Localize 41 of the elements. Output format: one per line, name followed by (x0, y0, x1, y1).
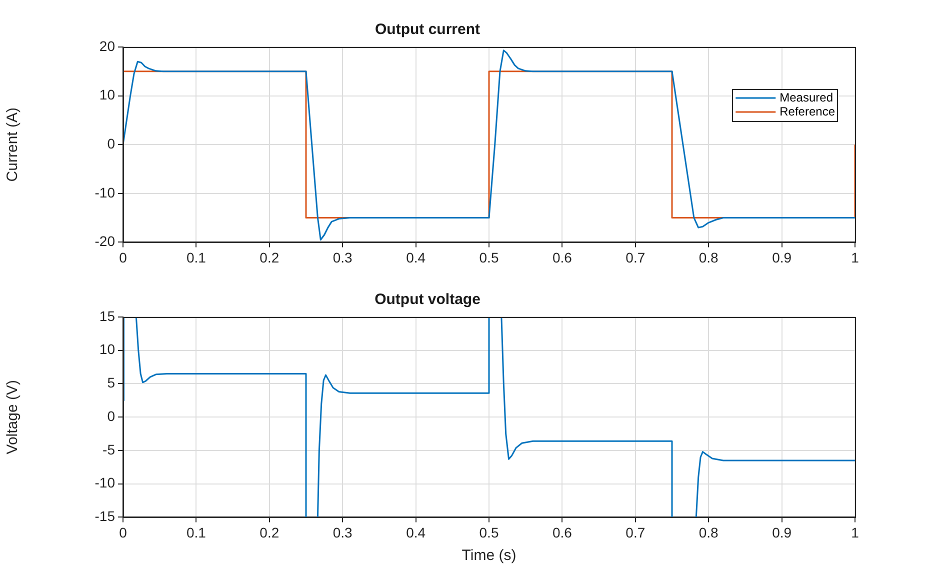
y-tick-label: -20 (94, 233, 116, 250)
x-tick-label: 1 (851, 249, 860, 266)
y-tick-label: -15 (94, 508, 116, 524)
x-tick-label: 0.8 (698, 524, 719, 540)
x-tick-label: 0.6 (552, 249, 572, 266)
x-tick-label: 0.2 (260, 524, 280, 540)
x-tick-label: 0 (119, 524, 128, 540)
x-tick-label: 0.7 (626, 249, 646, 266)
x-tick-label: 0.5 (479, 524, 499, 540)
y-tick-label: 5 (107, 374, 116, 391)
y-axis-title: Current (A) (4, 108, 22, 182)
chart-title: Output current (375, 21, 480, 38)
x-axis-title: Time (s) (462, 547, 516, 564)
y-tick-label: 0 (107, 408, 116, 424)
x-tick-label: 0.7 (626, 524, 646, 540)
x-tick-label: 0.3 (332, 249, 353, 266)
legend-label: Measured (780, 90, 834, 104)
x-tick-label: 0.6 (552, 524, 572, 540)
x-tick-label: 0.9 (772, 524, 792, 540)
y-tick-label: 0 (107, 135, 116, 152)
y-tick-label: -10 (94, 474, 116, 491)
y-tick-label: 10 (99, 341, 116, 358)
x-tick-label: 0.1 (186, 524, 206, 540)
x-tick-label: 0.2 (260, 249, 280, 266)
legend-label: Reference (780, 104, 836, 118)
y-tick-label: 10 (99, 86, 116, 103)
x-tick-label: 0.5 (479, 249, 499, 266)
y-axis-title: Voltage (V) (4, 380, 22, 454)
x-tick-label: 0.1 (186, 249, 206, 266)
y-tick-label: 20 (99, 38, 116, 54)
y-tick-label: -10 (94, 184, 116, 200)
x-tick-label: 1 (851, 524, 860, 540)
y-tick-label: -5 (102, 441, 116, 458)
x-tick-label: 0.4 (406, 249, 426, 266)
chart-title: Output voltage (374, 291, 480, 308)
y-tick-label: 15 (99, 308, 116, 324)
x-tick-label: 0.8 (698, 249, 719, 266)
x-tick-label: 0.9 (772, 249, 792, 266)
x-tick-label: 0 (119, 249, 128, 266)
x-tick-label: 0.3 (332, 524, 353, 540)
x-tick-label: 0.4 (406, 524, 426, 540)
